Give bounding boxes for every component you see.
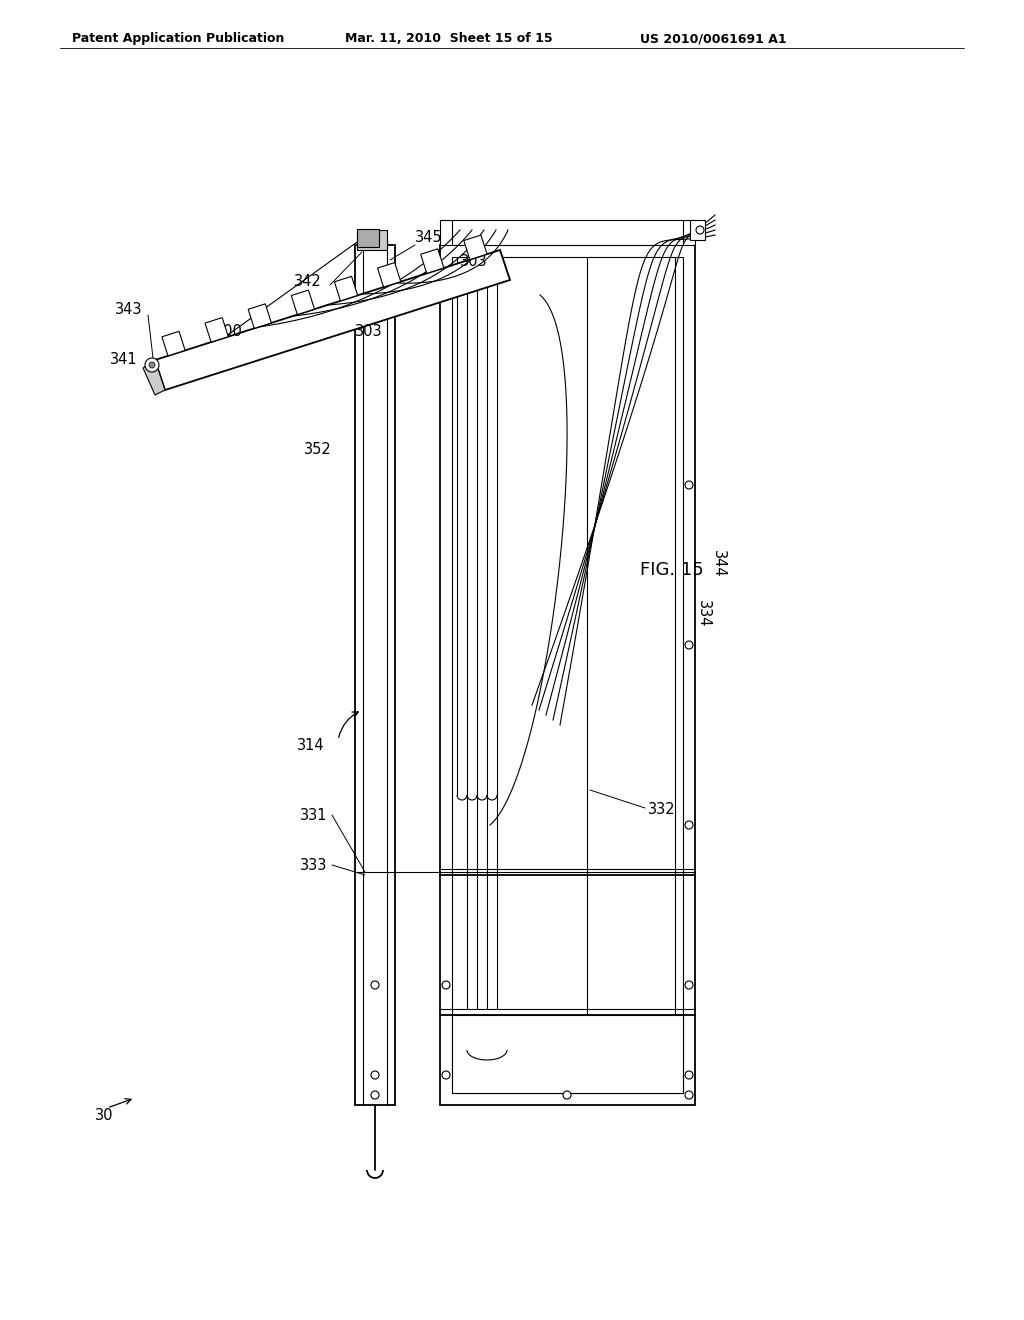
- Bar: [355, 246, 395, 1105]
- Polygon shape: [378, 263, 400, 288]
- Bar: [357, 228, 379, 247]
- Circle shape: [696, 226, 705, 234]
- Polygon shape: [143, 360, 165, 395]
- Text: 341: 341: [111, 352, 138, 367]
- Polygon shape: [335, 276, 357, 301]
- Bar: [440, 246, 695, 1105]
- Circle shape: [685, 1071, 693, 1078]
- Circle shape: [685, 642, 693, 649]
- Bar: [452, 257, 683, 1093]
- Circle shape: [563, 1092, 571, 1100]
- Text: US 2010/0061691 A1: US 2010/0061691 A1: [640, 32, 786, 45]
- Text: 352: 352: [304, 442, 332, 458]
- Circle shape: [685, 821, 693, 829]
- Circle shape: [145, 358, 159, 372]
- Circle shape: [371, 981, 379, 989]
- Circle shape: [371, 1092, 379, 1100]
- Text: 342: 342: [294, 275, 322, 289]
- Polygon shape: [205, 318, 228, 342]
- Bar: [690, 220, 705, 240]
- Text: 331: 331: [299, 808, 327, 822]
- Polygon shape: [248, 304, 271, 329]
- Polygon shape: [464, 235, 487, 260]
- Text: 333: 333: [300, 858, 327, 873]
- Text: 300: 300: [215, 325, 243, 339]
- Circle shape: [442, 981, 450, 989]
- Circle shape: [685, 981, 693, 989]
- Text: 344: 344: [711, 550, 725, 578]
- Circle shape: [442, 1071, 450, 1078]
- Circle shape: [371, 1071, 379, 1078]
- Polygon shape: [155, 249, 510, 389]
- Text: FIG. 15: FIG. 15: [640, 561, 703, 579]
- Bar: [452, 1015, 683, 1093]
- Circle shape: [685, 1092, 693, 1100]
- Circle shape: [150, 362, 155, 368]
- Text: 314: 314: [297, 738, 325, 752]
- Text: 345: 345: [415, 231, 442, 246]
- Bar: [357, 230, 387, 249]
- Text: 30: 30: [95, 1107, 114, 1122]
- Text: 303: 303: [355, 325, 383, 339]
- Text: 343: 343: [115, 302, 142, 318]
- Polygon shape: [291, 290, 314, 314]
- Text: 303: 303: [460, 255, 487, 269]
- Text: Mar. 11, 2010  Sheet 15 of 15: Mar. 11, 2010 Sheet 15 of 15: [345, 32, 553, 45]
- Polygon shape: [421, 249, 443, 273]
- Text: Patent Application Publication: Patent Application Publication: [72, 32, 285, 45]
- Text: 334: 334: [695, 601, 711, 627]
- Text: 332: 332: [648, 803, 676, 817]
- Polygon shape: [162, 331, 185, 356]
- Circle shape: [685, 480, 693, 488]
- Bar: [440, 220, 695, 246]
